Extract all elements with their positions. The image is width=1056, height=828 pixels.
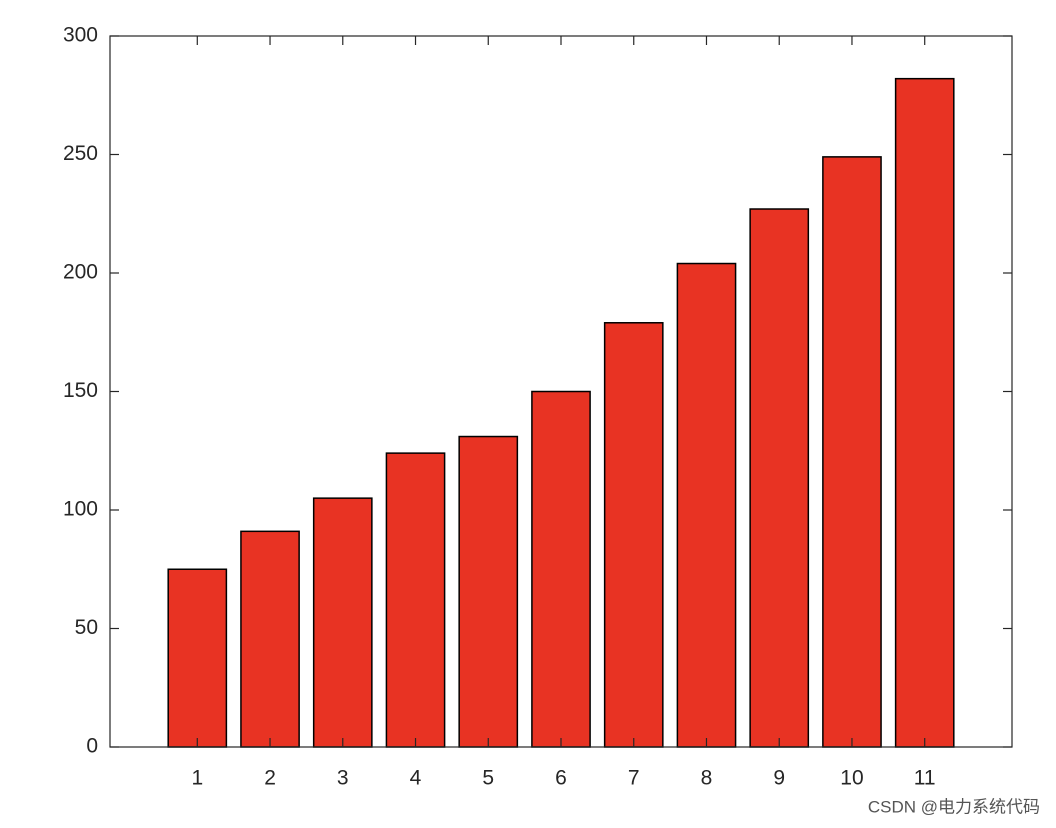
bar bbox=[167, 568, 228, 748]
x-tick-label: 3 bbox=[337, 767, 349, 790]
x-tick-label: 10 bbox=[840, 767, 863, 790]
y-tick-label: 200 bbox=[63, 261, 98, 284]
bar bbox=[603, 322, 664, 748]
x-tick-label: 11 bbox=[914, 767, 936, 790]
x-tick-label: 2 bbox=[264, 767, 276, 790]
x-tick-label: 9 bbox=[773, 767, 785, 790]
bar bbox=[385, 452, 446, 748]
y-tick-label: 300 bbox=[63, 24, 98, 47]
bar bbox=[240, 530, 300, 748]
x-tick-label: 8 bbox=[701, 767, 713, 790]
bar bbox=[531, 390, 591, 748]
bar bbox=[894, 77, 955, 748]
watermark: CSDN @电力系统代码 bbox=[868, 797, 1040, 816]
x-tick-label: 5 bbox=[482, 767, 494, 790]
bar bbox=[822, 156, 882, 748]
y-tick-label: 50 bbox=[75, 616, 98, 639]
axes-box bbox=[109, 35, 1013, 748]
bar bbox=[312, 497, 373, 748]
x-tick-label: 4 bbox=[410, 767, 422, 790]
y-tick-label: 0 bbox=[86, 735, 98, 758]
bar bbox=[749, 208, 810, 748]
x-tick-label: 7 bbox=[628, 767, 640, 790]
y-tick-label: 150 bbox=[63, 379, 98, 402]
x-tick-label: 6 bbox=[555, 767, 567, 790]
bar bbox=[458, 435, 519, 748]
bar bbox=[676, 262, 737, 748]
y-tick-label: 100 bbox=[63, 498, 98, 521]
y-tick-label: 250 bbox=[63, 142, 98, 165]
x-tick-label: 1 bbox=[191, 767, 203, 790]
